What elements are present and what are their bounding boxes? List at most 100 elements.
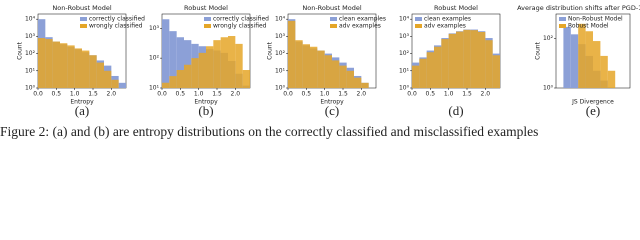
legend-swatch: [559, 24, 566, 28]
y-tick-label: 10⁴: [275, 16, 286, 23]
histogram-bar: [45, 39, 53, 88]
histogram-bar: [456, 31, 464, 88]
y-tick-label: 10²: [149, 55, 160, 62]
legend-label: correctly classified: [213, 16, 269, 23]
histogram-bar: [448, 33, 456, 88]
histogram-bar: [176, 37, 184, 88]
x-tick-label: 0.5: [302, 91, 312, 98]
x-tick-label: 2.0: [107, 91, 117, 98]
x-axis-label: Entropy: [194, 99, 218, 106]
y-tick-label: 10³: [275, 33, 286, 40]
y-axis-label: Count: [267, 41, 274, 59]
histogram-bar: [162, 82, 170, 88]
histogram-bar: [295, 40, 303, 88]
x-tick-label: 1.0: [320, 91, 330, 98]
histogram-bar: [213, 40, 221, 88]
panel-label: (d): [448, 103, 463, 118]
y-tick-label: 10⁴: [25, 16, 36, 23]
y-tick-label: 10⁰: [275, 85, 286, 92]
histogram-bar: [434, 46, 442, 88]
histogram-bar: [346, 70, 354, 88]
x-tick-label: 1.5: [88, 91, 98, 98]
figure: Figure 2: (a) and (b) are entropy distri…: [0, 4, 640, 139]
histogram-bar: [441, 39, 449, 88]
x-axis-label: JS Divergence: [571, 99, 614, 106]
legend-swatch: [204, 24, 211, 28]
histogram-bar: [593, 41, 601, 88]
histogram-bar: [220, 37, 228, 88]
histogram-bar: [485, 40, 493, 88]
histogram-bar: [111, 79, 119, 88]
legend-label: correctly classified: [89, 16, 145, 23]
x-tick-label: 0.5: [176, 91, 186, 98]
histogram-bar: [52, 41, 60, 88]
x-tick-label: 1.0: [444, 91, 454, 98]
histogram-bar: [354, 77, 362, 88]
x-axis-label: Entropy: [70, 99, 94, 106]
histogram-bar: [60, 43, 68, 88]
legend-label: Robust Model: [568, 23, 609, 30]
x-tick-label: 2.0: [481, 91, 491, 98]
x-tick-label: 0.0: [33, 91, 43, 98]
legend-label: wrongly classified: [213, 23, 267, 30]
histogram-bar: [162, 19, 170, 88]
caption: Figure 2: (a) and (b) are entropy distri…: [0, 124, 538, 139]
histogram-bar: [104, 70, 112, 88]
histogram-bar: [361, 82, 369, 88]
panel-label: (e): [586, 103, 600, 118]
histogram-bar: [82, 50, 90, 88]
y-tick-label: 10²: [399, 50, 410, 57]
y-tick-label: 10³: [399, 33, 410, 40]
x-tick-label: 2.0: [231, 91, 241, 98]
histogram-bar: [332, 60, 340, 88]
y-tick-label: 10¹: [275, 67, 286, 74]
legend-label: Non-Robust Model: [568, 16, 623, 23]
histogram-bar: [176, 70, 184, 88]
histogram-bar: [67, 45, 75, 88]
legend-label: adv examples: [424, 23, 466, 30]
histogram-bar: [206, 46, 214, 88]
y-tick-label: 10³: [149, 25, 160, 32]
chart-title: Non-Robust Model: [52, 4, 111, 12]
y-tick-label: 10⁰: [543, 85, 554, 92]
histogram-bar: [302, 44, 310, 88]
legend-swatch: [415, 17, 422, 21]
histogram-bar: [478, 31, 486, 88]
y-tick-label: 10²: [275, 50, 286, 57]
histogram-bar: [118, 82, 126, 88]
histogram-bar: [607, 70, 616, 88]
chart-title: Robust Model: [184, 4, 228, 12]
histogram-bar: [235, 43, 243, 88]
histogram-bar: [89, 55, 97, 88]
legend-swatch: [415, 24, 422, 28]
chart-title: Average distribution shifts after PGD-10…: [517, 4, 640, 12]
histogram-bar: [317, 50, 325, 88]
histogram-bar: [426, 52, 434, 88]
histogram-bar: [563, 26, 571, 89]
y-tick-label: 10⁰: [25, 85, 36, 92]
y-tick-label: 10⁴: [399, 16, 410, 23]
histogram-bar: [463, 29, 471, 88]
y-axis-label: Count: [535, 41, 542, 59]
y-tick-label: 10³: [25, 33, 36, 40]
histogram-bar: [570, 34, 579, 88]
histogram-bar: [585, 31, 593, 88]
y-axis-label: Count: [17, 41, 24, 59]
histogram-bar: [324, 55, 332, 88]
legend-label: adv examples: [339, 23, 381, 30]
panel-label: (a): [75, 103, 89, 118]
x-tick-label: 1.5: [338, 91, 348, 98]
y-tick-label: 10²: [25, 50, 36, 57]
x-axis-label: Entropy: [320, 99, 344, 106]
legend-label: wrongly classified: [89, 23, 143, 30]
x-tick-label: 0.5: [52, 91, 62, 98]
legend-swatch: [559, 17, 566, 21]
histogram-bar: [492, 55, 500, 88]
x-tick-label: 1.5: [212, 91, 222, 98]
histogram-bar: [228, 36, 236, 88]
histogram-bar: [191, 58, 199, 88]
x-tick-label: 0.0: [407, 91, 417, 98]
y-tick-label: 10¹: [25, 67, 36, 74]
histogram-bar: [578, 23, 586, 88]
histogram-bar: [184, 64, 192, 88]
